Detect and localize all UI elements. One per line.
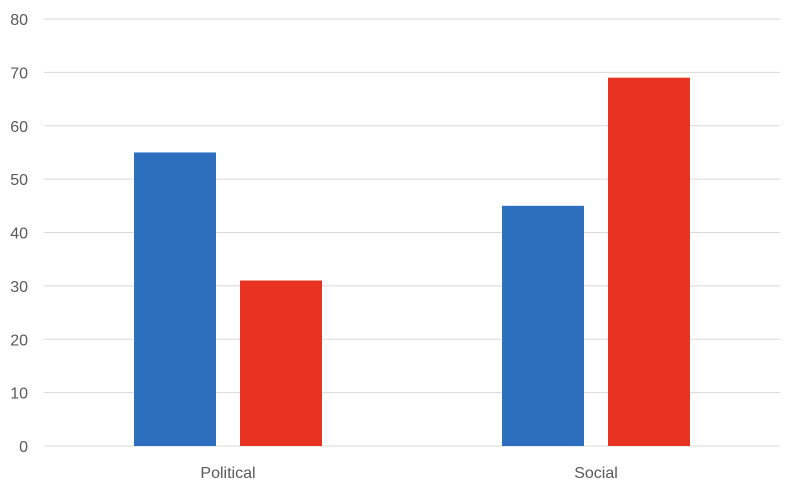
x-tick-label: Social <box>574 465 618 482</box>
x-axis-labels: Political Social <box>200 465 617 482</box>
y-axis-ticks: 0 10 20 30 40 50 60 70 80 <box>10 12 28 456</box>
y-tick-label: 80 <box>10 12 28 29</box>
bar-political-series-2 <box>240 280 322 446</box>
bars <box>134 77 690 447</box>
y-tick-label: 50 <box>10 172 28 189</box>
y-tick-label: 10 <box>10 386 28 403</box>
bar-social-series-1 <box>502 205 584 446</box>
y-tick-label: 30 <box>10 279 28 296</box>
y-tick-label: 60 <box>10 119 28 136</box>
x-tick-label: Political <box>200 465 255 482</box>
bar-political-series-1 <box>134 152 216 446</box>
y-tick-label: 40 <box>10 226 28 243</box>
bar-social-series-2 <box>608 77 690 447</box>
y-tick-label: 0 <box>19 439 28 456</box>
y-tick-label: 70 <box>10 65 28 82</box>
y-tick-label: 20 <box>10 332 28 349</box>
